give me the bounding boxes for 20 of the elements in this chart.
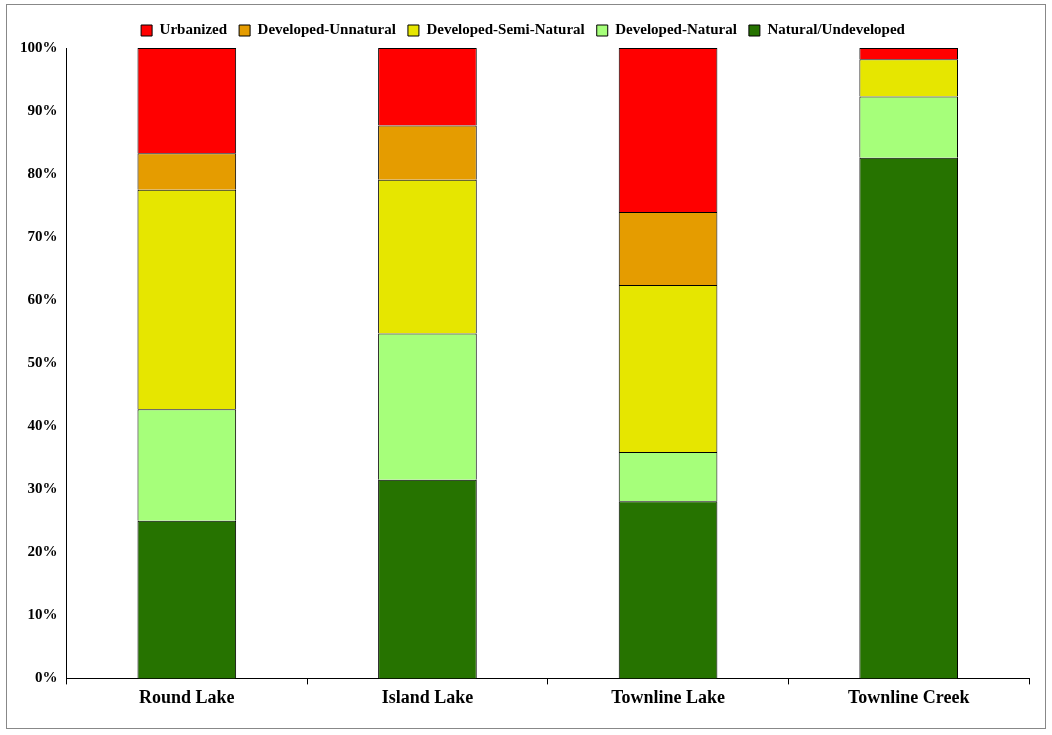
y-tick-label: 60% (27, 291, 58, 308)
legend-label: Urbanized (159, 21, 228, 38)
y-tick-label: 20% (27, 543, 58, 560)
legend-label: Developed-Natural (615, 21, 737, 38)
x-tick-label: Townline Creek (847, 686, 970, 707)
x-tick-label: Island Lake (381, 686, 474, 707)
y-tick-label: 30% (27, 480, 58, 497)
y-tick-label: 40% (27, 417, 58, 434)
x-tick-label: Round Lake (139, 686, 235, 707)
x-tick-label: Townline Lake (611, 686, 726, 707)
y-tick-label: 90% (27, 101, 58, 118)
y-tick-label: 70% (27, 227, 58, 244)
legend-label: Developed-Unnatural (257, 21, 396, 38)
y-tick-label: 50% (27, 354, 58, 371)
y-tick-label: 80% (27, 164, 58, 181)
y-tick-label: 0% (35, 669, 58, 686)
legend-label: Developed-Semi-Natural (426, 21, 585, 38)
legend-label: Natural/Undeveloped (767, 21, 906, 38)
y-tick-label: 10% (27, 606, 58, 623)
y-tick-label: 100% (20, 38, 58, 55)
